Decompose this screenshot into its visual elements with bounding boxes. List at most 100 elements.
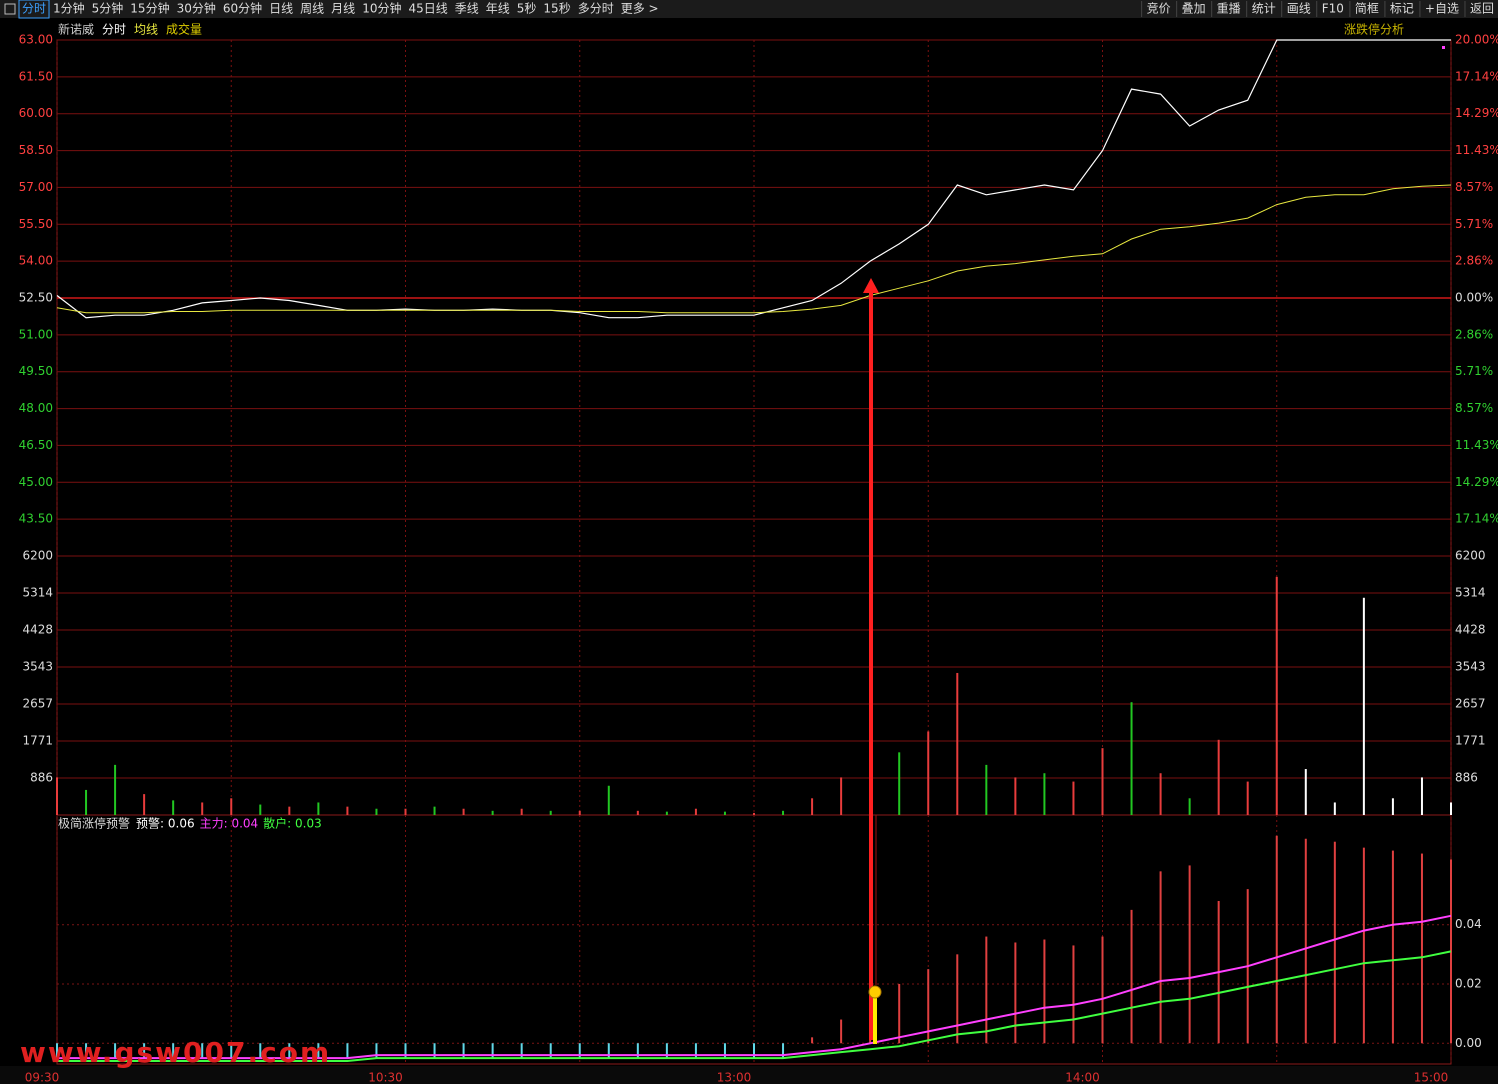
- signal-bar: [578, 1043, 581, 1059]
- y2-tick-label: 0.04: [1455, 917, 1482, 931]
- volume-bar: [520, 808, 523, 815]
- volume-bar: [1130, 702, 1133, 815]
- volume-bar: [723, 811, 726, 815]
- signal-bar: [317, 1043, 320, 1059]
- toolbar-button[interactable]: 标记: [1390, 2, 1414, 16]
- y2-tick-label: 5.71%: [1455, 217, 1493, 231]
- toolbar-tab[interactable]: 季线: [455, 2, 479, 16]
- y-tick-label: 6200: [22, 549, 53, 563]
- toolbar-icon[interactable]: [4, 3, 16, 15]
- signal-bar: [607, 1043, 610, 1059]
- y2-tick-label: 4428: [1455, 623, 1486, 637]
- volume-bar: [1188, 798, 1191, 815]
- toolbar-tab[interactable]: 日线: [269, 2, 293, 16]
- y-tick-label: 5314: [22, 586, 53, 600]
- volume-bar: [1101, 748, 1104, 815]
- volume-bar: [201, 802, 204, 815]
- signal-bar: [873, 992, 877, 1044]
- toolbar-tab[interactable]: 周线: [300, 2, 324, 16]
- toolbar-tab[interactable]: 45日线: [408, 2, 447, 16]
- analysis-link[interactable]: 涨跌停分析: [1344, 22, 1404, 37]
- x-tick-label: 10:30: [368, 1071, 403, 1084]
- toolbar-button[interactable]: 画线: [1287, 2, 1311, 16]
- toolbar-tab[interactable]: 月线: [331, 2, 355, 16]
- y2-tick-label: 20.00%: [1455, 33, 1498, 47]
- signal-bar: [723, 1043, 726, 1059]
- toolbar-tab[interactable]: 15分钟: [130, 1, 169, 16]
- y-tick-label: 51.00: [19, 327, 53, 341]
- signal-bar: [811, 1037, 814, 1044]
- y2-tick-label: 5.71%: [1455, 364, 1493, 378]
- series-line: [57, 914, 1452, 1060]
- arrow-head: [863, 278, 879, 293]
- y-tick-label: 49.50: [19, 364, 53, 378]
- volume-bar: [636, 810, 639, 815]
- toolbar-tab[interactable]: 15秒: [543, 2, 570, 16]
- y-tick-label: 54.00: [19, 254, 53, 268]
- toolbar-tab[interactable]: 5秒: [517, 2, 537, 16]
- y-tick-label: 57.00: [19, 180, 53, 194]
- signal-bar: [491, 1043, 494, 1059]
- signal-bar: [85, 1043, 88, 1059]
- series-line: [56, 39, 1451, 319]
- y-tick-label: 3543: [22, 659, 53, 673]
- toolbar-tab[interactable]: 多分时: [578, 2, 614, 16]
- signal-bar: [1188, 865, 1191, 1044]
- time-axis-band: [0, 1066, 1498, 1084]
- y-tick-label: 61.50: [19, 69, 53, 83]
- signal-bar: [840, 1019, 843, 1044]
- volume-bar: [1333, 802, 1336, 815]
- signal-bar: [694, 1043, 697, 1059]
- toolbar: [0, 0, 1498, 18]
- y2-tick-label: 2.86%: [1455, 327, 1493, 341]
- series-line: [56, 184, 1452, 314]
- volume-bar: [1014, 777, 1017, 815]
- toolbar-button[interactable]: 统计: [1252, 2, 1276, 16]
- x-tick-label: 13:00: [717, 1071, 752, 1084]
- y2-tick-label: 5314: [1455, 586, 1486, 600]
- y-tick-label: 2657: [22, 697, 53, 711]
- legend-entry: 均线: [134, 23, 158, 37]
- toolbar-tab[interactable]: 60分钟: [223, 1, 262, 16]
- volume-bar: [607, 785, 610, 815]
- y-tick-label: 55.50: [19, 217, 53, 231]
- signal-bar: [1450, 859, 1452, 1044]
- toolbar-tab[interactable]: 分时: [22, 2, 46, 16]
- y-tick-label: 4428: [22, 623, 53, 637]
- volume-bar: [1217, 739, 1220, 815]
- y-tick-label: 58.50: [19, 143, 53, 157]
- toolbar-button[interactable]: F10: [1322, 2, 1344, 16]
- toolbar-button[interactable]: 重播: [1217, 2, 1241, 16]
- volume-bar: [1246, 781, 1249, 815]
- volume-bar: [1043, 773, 1046, 815]
- y2-tick-label: 8.57%: [1455, 180, 1493, 194]
- signal-bar: [1101, 936, 1104, 1044]
- toolbar-button[interactable]: 返回: [1470, 2, 1494, 16]
- signal-bar: [1043, 939, 1046, 1044]
- toolbar-tab[interactable]: 年线: [486, 2, 510, 16]
- volume-bar: [143, 794, 146, 815]
- y-tick-label: 43.50: [19, 512, 53, 526]
- y2-tick-label: 1771: [1455, 734, 1486, 748]
- signal-bar: [143, 1043, 146, 1059]
- toolbar-tab[interactable]: 1分钟: [53, 1, 85, 16]
- toolbar-button[interactable]: 竞价: [1147, 2, 1171, 16]
- toolbar-tab[interactable]: 更多 >: [621, 2, 659, 16]
- volume-bar: [578, 810, 581, 815]
- toolbar-button[interactable]: 简框: [1355, 2, 1379, 16]
- volume-bar: [694, 808, 697, 815]
- toolbar-tab[interactable]: 30分钟: [177, 1, 216, 16]
- tab-highlight: [18, 0, 50, 19]
- signal-bar: [1362, 847, 1365, 1044]
- toolbar-tab[interactable]: 10分钟: [362, 1, 401, 16]
- volume-bar: [753, 812, 755, 815]
- y2-tick-label: 14.29%: [1455, 475, 1498, 489]
- toolbar-button[interactable]: 叠加: [1182, 2, 1206, 16]
- toolbar-button[interactable]: +自选: [1425, 2, 1459, 16]
- y-tick-label: 63.00: [19, 33, 53, 47]
- volume-bar: [1159, 773, 1162, 815]
- indicator-readout: 散户: 0.03: [263, 816, 322, 831]
- volume-bar: [898, 752, 901, 815]
- toolbar-tab[interactable]: 5分钟: [92, 1, 124, 16]
- y2-tick-label: 14.29%: [1455, 106, 1498, 120]
